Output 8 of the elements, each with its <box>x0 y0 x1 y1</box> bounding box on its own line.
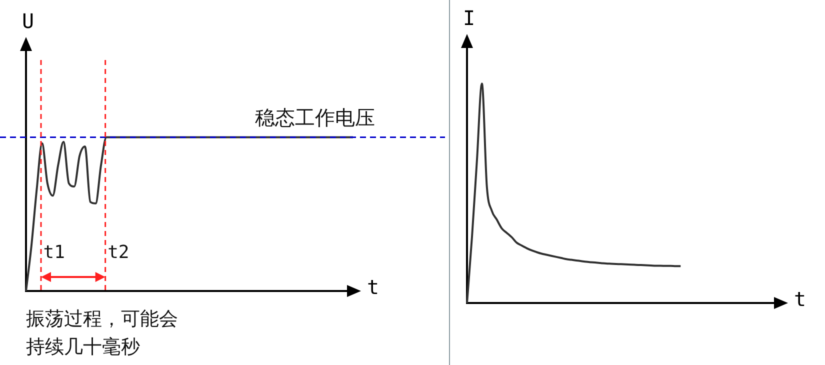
x-axis-title: t <box>367 275 380 300</box>
y-axis-title: U <box>22 9 34 34</box>
annotation: t2 <box>108 241 130 265</box>
x-axis-title: t <box>794 287 806 312</box>
text: 振荡过程，可能会持续几十毫秒 <box>26 307 179 360</box>
annotation: t1 <box>43 241 65 265</box>
ref-line-label: 稳态工作电压 <box>255 105 375 130</box>
y-axis-title: I <box>462 6 476 30</box>
